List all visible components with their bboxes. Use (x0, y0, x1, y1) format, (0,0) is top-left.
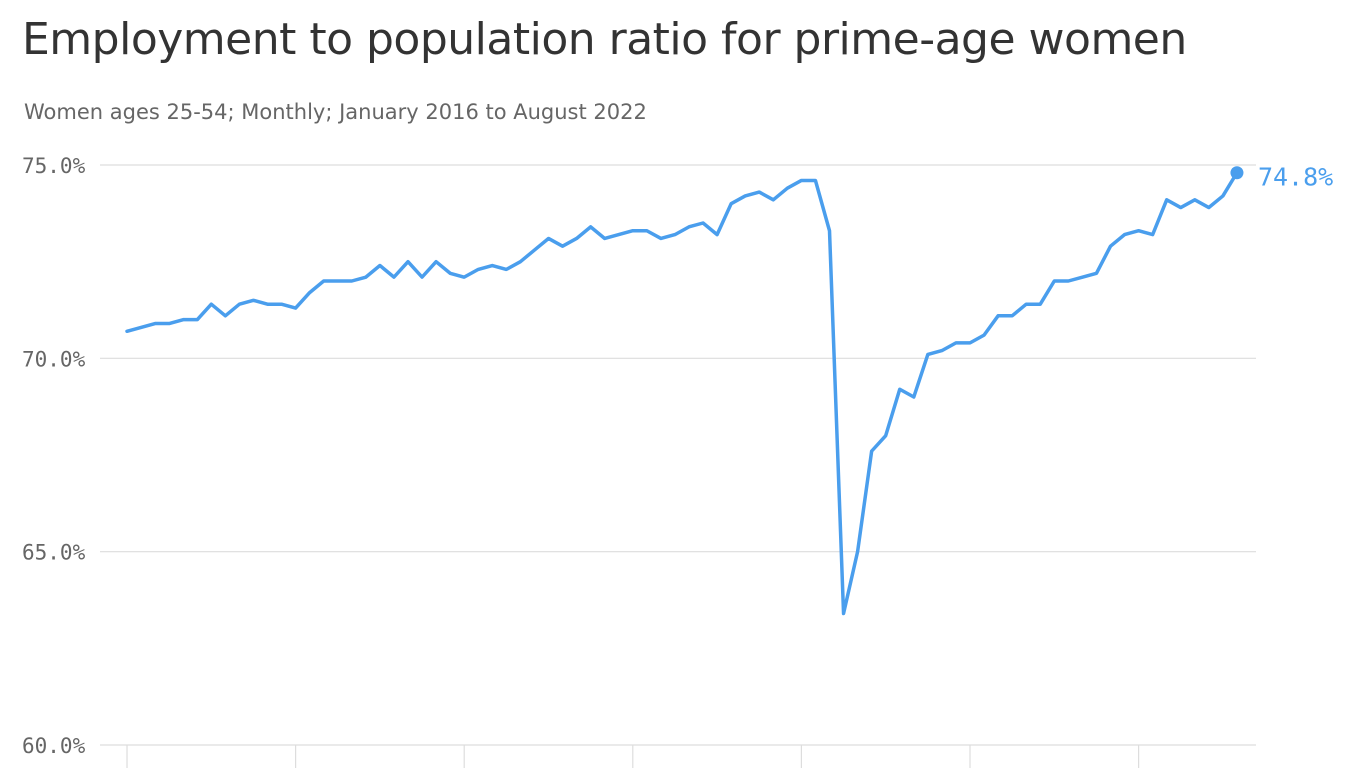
end-point-marker (1230, 166, 1244, 180)
y-axis-ticks: 75.0% 70.0% 65.0% 60.0% (22, 154, 86, 758)
y-tick-label: 75.0% (22, 154, 86, 178)
chart-title: Employment to population ratio for prime… (22, 14, 1187, 65)
series-line (125, 170, 1239, 616)
y-tick-label: 70.0% (22, 347, 86, 371)
gridlines (100, 164, 1256, 746)
x-axis-ticks (126, 745, 1140, 768)
chart-subtitle: Women ages 25-54; Monthly; January 2016 … (24, 100, 647, 124)
y-tick-label: 65.0% (22, 541, 86, 565)
y-tick-label: 60.0% (22, 734, 86, 758)
series-layer: 74.8% (125, 163, 1333, 616)
end-value-label: 74.8% (1258, 163, 1333, 192)
